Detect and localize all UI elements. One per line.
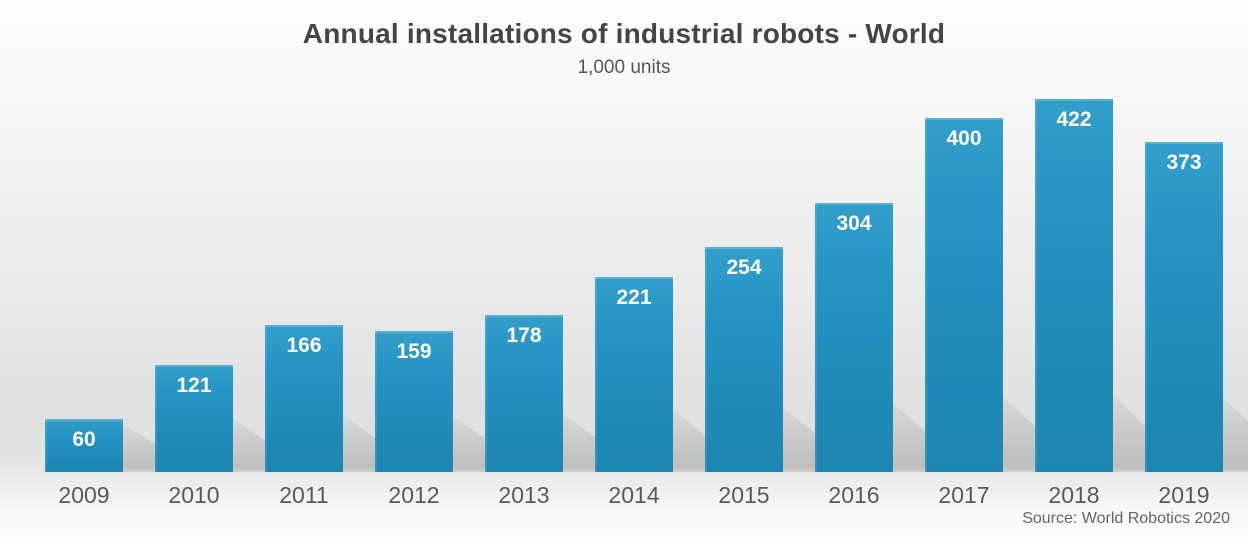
- bar-value-label: 121: [176, 374, 212, 397]
- bar-value-label: 422: [1056, 108, 1092, 131]
- bar-2012: 159: [375, 331, 453, 472]
- bar-value-label: 159: [396, 340, 432, 363]
- bar-2010: 121: [155, 365, 233, 472]
- bar-value-label: 221: [616, 286, 652, 309]
- x-axis-label-2015: 2015: [718, 482, 770, 508]
- bar-2013: 178: [485, 315, 563, 472]
- bar-value-label: 166: [286, 334, 322, 357]
- x-axis-label-2010: 2010: [168, 482, 220, 508]
- bar-2016: 304: [815, 203, 893, 472]
- chart-title: Annual installations of industrial robot…: [302, 18, 946, 49]
- bar-value-label: 178: [506, 324, 542, 347]
- x-axis-label-2018: 2018: [1048, 482, 1100, 508]
- bar-2019: 373: [1145, 142, 1223, 472]
- bar-value-label: 400: [946, 127, 982, 150]
- bar-2014: 221: [595, 277, 673, 472]
- x-axis-label-2019: 2019: [1158, 482, 1210, 508]
- bar-2018: 422: [1035, 99, 1113, 472]
- x-axis-label-2016: 2016: [828, 482, 880, 508]
- x-axis-label-2012: 2012: [388, 482, 440, 508]
- bar-value-label: 373: [1166, 151, 1202, 174]
- bar-value-label: 254: [726, 256, 762, 279]
- x-axis-label-2011: 2011: [279, 482, 329, 508]
- x-axis-label-2009: 2009: [58, 482, 110, 508]
- x-axis-label-2014: 2014: [608, 482, 660, 508]
- bar-shadow: [1219, 394, 1248, 472]
- x-axis-label-2013: 2013: [498, 482, 550, 508]
- bar-2009: 60: [45, 419, 123, 472]
- chart-subtitle: 1,000 units: [577, 57, 671, 78]
- bar-2017: 400: [925, 118, 1003, 472]
- bar-2011: 166: [265, 325, 343, 472]
- source-note: Source: World Robotics 2020: [1022, 510, 1230, 527]
- bar-2015: 254: [705, 247, 783, 472]
- bar-value-label: 304: [836, 212, 872, 235]
- bar-value-label: 60: [72, 428, 96, 451]
- x-axis-label-2017: 2017: [938, 482, 990, 508]
